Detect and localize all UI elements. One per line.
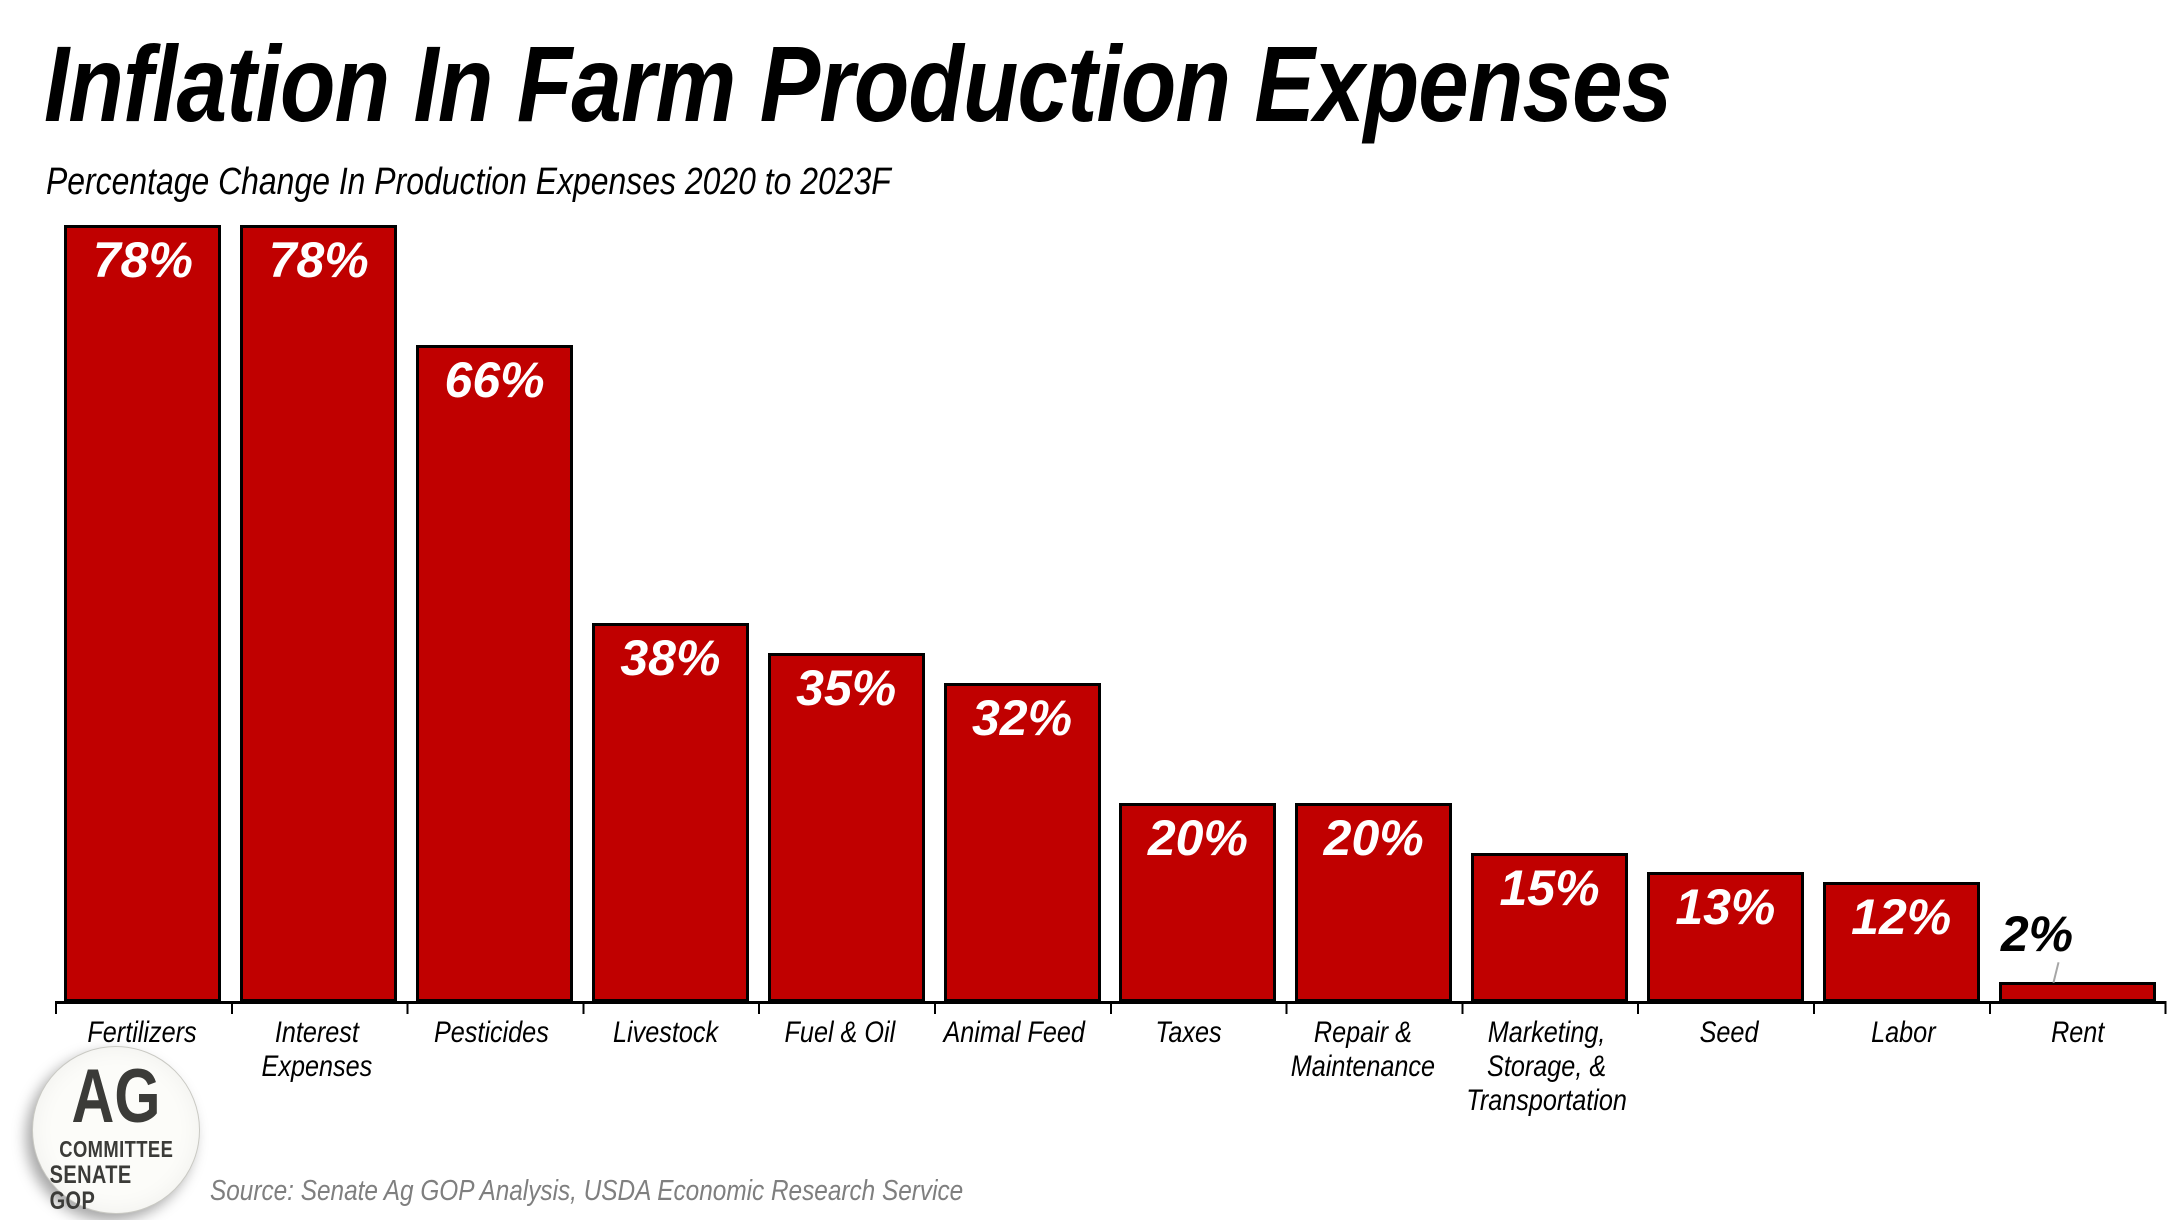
bar-column-labor: 12%: [1813, 225, 1989, 1002]
bar-livestock: 38%: [591, 623, 749, 1002]
x-axis-label-rent: Rent: [2051, 1016, 2105, 1049]
bar-marketing-storage-transportation: 15%: [1471, 853, 1629, 1002]
bar-fuel-oil: 35%: [767, 653, 925, 1002]
bar-value-label-taxes: 20%: [1147, 810, 1248, 866]
bar-value-label-animal-feed: 32%: [972, 690, 1073, 746]
bar-column-interest-expenses: 78%: [231, 225, 407, 1002]
chart-title: Inflation In Farm Production Expenses: [44, 23, 1672, 144]
bar-column-repair-maintenance: 20%: [1286, 225, 1462, 1002]
bar-column-fuel-oil: 35%: [758, 225, 934, 1002]
bar-taxes: 20%: [1119, 803, 1277, 1002]
bar-column-animal-feed: 32%: [934, 225, 1110, 1002]
logo-ag-text: AG: [71, 1054, 161, 1139]
bar-column-fertilizers: 78%: [55, 225, 231, 1002]
bar-value-label-repair-maintenance: 20%: [1323, 810, 1424, 866]
bar-value-label-fuel-oil: 35%: [796, 660, 897, 716]
x-axis-label-seed: Seed: [1699, 1016, 1759, 1049]
x-axis-label-repair-maintenance: Repair & Maintenance: [1291, 1016, 1436, 1083]
bar-value-label-labor: 12%: [1851, 889, 1952, 945]
x-axis-label-taxes: Taxes: [1155, 1016, 1222, 1049]
x-axis-label-animal-feed: Animal Feed: [943, 1016, 1086, 1049]
bar-value-label-pesticides: 66%: [444, 352, 545, 408]
bar-column-pesticides: 66%: [407, 225, 583, 1002]
bar-value-label-seed: 13%: [1675, 879, 1776, 935]
value-label-leader-line: [2052, 962, 2060, 983]
bar-animal-feed: 32%: [943, 683, 1101, 1002]
bar-repair-maintenance: 20%: [1295, 803, 1453, 1002]
bar-column-marketing-storage-transportation: 15%: [1462, 225, 1638, 1002]
logo-committee-text: COMMITTEE: [59, 1136, 173, 1162]
x-axis-label-pesticides: Pesticides: [433, 1016, 549, 1049]
source-note: Source: Senate Ag GOP Analysis, USDA Eco…: [210, 1175, 964, 1207]
x-axis-label-livestock: Livestock: [613, 1016, 719, 1049]
x-axis-label-fertilizers: Fertilizers: [87, 1016, 197, 1049]
bar-interest-expenses: 78%: [240, 225, 398, 1002]
x-axis-label-labor: Labor: [1871, 1016, 1936, 1049]
x-axis-label-marketing-storage-transportation: Marketing, Storage, & Transportation: [1465, 1016, 1627, 1117]
bar-plot: 78% 78% 66% 38% 35% 32% 20% 20% 15% 13% 12% 2%: [55, 225, 2165, 1002]
bar-value-label-livestock: 38%: [620, 630, 721, 686]
chart-subtitle: Percentage Change In Production Expenses…: [46, 161, 891, 203]
bar-column-rent: 2%: [1989, 225, 2165, 1002]
bar-pesticides: 66%: [416, 345, 574, 1002]
logo-senate-gop-text: SENATE GOP: [49, 1161, 132, 1215]
bar-labor: 12%: [1822, 882, 1980, 1002]
bar-seed: 13%: [1646, 872, 1804, 1002]
bar-column-seed: 13%: [1637, 225, 1813, 1002]
bar-fertilizers: 78%: [64, 225, 222, 1002]
bar-rent: 2%: [1998, 908, 2156, 1002]
bar-value-label-fertilizers: 78%: [92, 232, 193, 288]
ag-committee-senate-gop-logo: AG COMMITTEE SENATE GOP: [32, 1046, 200, 1214]
bar-column-livestock: 38%: [582, 225, 758, 1002]
bar-column-taxes: 20%: [1110, 225, 1286, 1002]
x-axis-label-fuel-oil: Fuel & Oil: [784, 1016, 896, 1049]
bar-value-label-rent: 2%: [2000, 906, 2074, 962]
bar-value-label-marketing-storage-transportation: 15%: [1499, 860, 1600, 916]
x-axis-labels: Fertilizers Interest Expenses Pesticides Liv…: [55, 1016, 2165, 1118]
x-axis-label-interest-expenses: Interest Expenses: [261, 1016, 372, 1083]
x-axis-ticks: [55, 1001, 2167, 1014]
bar-value-label-interest-expenses: 78%: [268, 232, 369, 288]
